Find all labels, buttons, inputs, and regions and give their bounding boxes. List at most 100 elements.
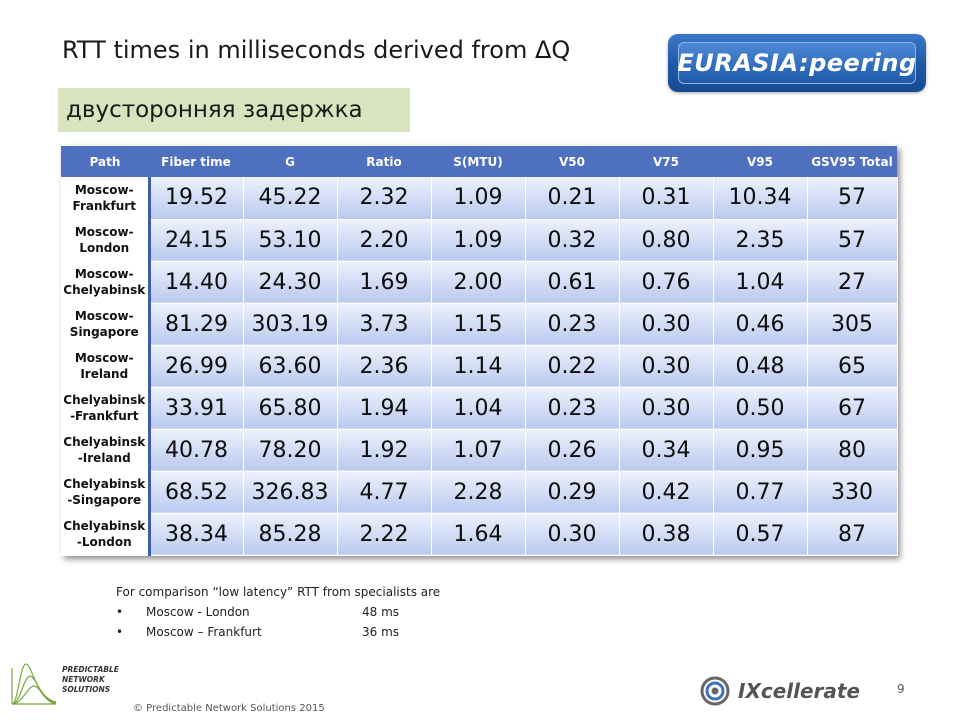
value-cell: 0.21 — [525, 177, 620, 220]
path-cell: Moscow- Ireland — [61, 345, 151, 388]
table-row: Chelyabinsk -Ireland 40.78 78.20 1.92 1.07 0.2… — [61, 429, 898, 472]
path-cell: Chelyabinsk -London — [61, 513, 151, 556]
table-row: Chelyabinsk -London 38.34 85.28 2.22 1.64 0.30… — [61, 513, 898, 556]
value-cell: 2.32 — [337, 177, 432, 220]
path-label: Moscow- — [74, 182, 134, 197]
header-cell: V50 — [525, 146, 619, 177]
ixcellerate-logo-text: IXcellerate — [738, 679, 861, 703]
path-label: London — [79, 241, 130, 255]
path-label: -Frankfurt — [70, 409, 139, 423]
value-cell: 0.34 — [619, 429, 714, 472]
note-rtt: 48 ms — [362, 605, 400, 619]
value-cell: 0.57 — [713, 513, 808, 556]
value-cell: 3.73 — [337, 303, 432, 346]
table-row: Chelyabinsk -Singapore 68.52 326.83 4.77 2.28… — [61, 471, 898, 514]
value-cell: 4.77 — [337, 471, 432, 514]
value-cell: 0.29 — [525, 471, 620, 514]
value-cell: 26.99 — [149, 345, 244, 388]
value-cell: 1.04 — [713, 261, 808, 304]
table-body: Moscow- Frankfurt 19.52 45.22 2.32 1.09 0.21 0.… — [61, 177, 898, 556]
value-cell: 1.09 — [431, 177, 526, 220]
value-cell: 0.77 — [713, 471, 808, 514]
value-cell: 0.30 — [619, 345, 714, 388]
path-cell: Moscow- Frankfurt — [61, 177, 151, 220]
value-cell: 0.22 — [525, 345, 620, 388]
table-row: Moscow- London 24.15 53.10 2.20 1.09 0.32 0.80 2… — [61, 219, 898, 262]
comparison-note: For comparison “low latency” RTT from sp… — [116, 582, 440, 642]
value-cell: 10.34 — [713, 177, 808, 220]
path-cell: Chelyabinsk -Frankfurt — [61, 387, 151, 430]
value-cell: 0.26 — [525, 429, 620, 472]
value-cell: 0.38 — [619, 513, 714, 556]
path-label: Chelyabinsk — [63, 477, 146, 491]
header-cell: V75 — [619, 146, 713, 177]
header-cell: V95 — [713, 146, 807, 177]
pns-logo-line: NETWORK — [62, 675, 106, 684]
value-cell: 0.42 — [619, 471, 714, 514]
bullet-icon: • — [116, 625, 124, 639]
value-cell: 0.48 — [713, 345, 808, 388]
path-label: Moscow- — [74, 225, 134, 239]
path-label: Moscow- — [74, 309, 134, 323]
pns-logo-line: SOLUTIONS — [62, 685, 110, 694]
value-cell: 53.10 — [243, 219, 338, 262]
value-cell: 0.95 — [713, 429, 808, 472]
value-cell: 24.30 — [243, 261, 338, 304]
note-route: Moscow – Frankfurt — [146, 625, 262, 639]
rtt-table: Path Fiber time G Ratio S(MTU) V50 V75 V… — [61, 146, 898, 556]
eurasia-peering-logo: EURASIA:peering — [668, 34, 926, 92]
table-row: Chelyabinsk -Frankfurt 33.91 65.80 1.94 1.04 0… — [61, 387, 898, 430]
page-number: 9 — [897, 682, 905, 696]
ixcellerate-logo: IXcellerate — [700, 676, 860, 706]
value-cell: 1.92 — [337, 429, 432, 472]
slide-title: RTT times in milliseconds derived from Δ… — [62, 36, 571, 64]
value-cell: 38.34 — [149, 513, 244, 556]
value-cell: 303.19 — [243, 303, 338, 346]
value-cell: 68.52 — [149, 471, 244, 514]
value-cell: 81.29 — [149, 303, 244, 346]
note-intro: For comparison “low latency” RTT from sp… — [116, 585, 441, 599]
pns-logo-line: PREDICTABLE — [62, 665, 120, 674]
path-label: Frankfurt — [72, 198, 136, 213]
path-label: Moscow- — [74, 351, 134, 365]
header-cell: Ratio — [337, 146, 431, 177]
path-label: Singapore — [69, 325, 139, 339]
note-bullet: • Moscow - London 48 ms — [116, 602, 440, 622]
value-cell: 0.76 — [619, 261, 714, 304]
path-label: Chelyabinsk — [63, 393, 146, 407]
value-cell: 33.91 — [149, 387, 244, 430]
note-rtt: 36 ms — [362, 625, 400, 639]
copyright-text: © Predictable Network Solutions 2015 — [133, 703, 325, 714]
value-cell: 63.60 — [243, 345, 338, 388]
path-cell: Moscow- Singapore — [61, 303, 151, 346]
value-cell: 0.30 — [525, 513, 620, 556]
value-cell: 0.31 — [619, 177, 714, 220]
value-cell: 326.83 — [243, 471, 338, 514]
value-cell: 2.22 — [337, 513, 432, 556]
value-cell: 0.23 — [525, 303, 620, 346]
value-cell: 19.52 — [149, 177, 244, 220]
header-cell: Fiber time — [149, 146, 243, 177]
value-cell: 67 — [807, 387, 898, 430]
path-cell: Chelyabinsk -Singapore — [61, 471, 151, 514]
path-cell: Moscow- Chelyabinsk — [61, 261, 151, 304]
path-label: Ireland — [80, 367, 129, 381]
value-cell: 1.94 — [337, 387, 432, 430]
path-label: Chelyabinsk — [63, 435, 146, 449]
path-label: -London — [76, 535, 132, 549]
value-cell: 40.78 — [149, 429, 244, 472]
path-label: -Ireland — [77, 451, 131, 465]
value-cell: 0.23 — [525, 387, 620, 430]
bullet-icon: • — [116, 605, 124, 619]
value-cell: 0.32 — [525, 219, 620, 262]
value-cell: 85.28 — [243, 513, 338, 556]
path-cell: Chelyabinsk -Ireland — [61, 429, 151, 472]
path-label: Moscow- — [74, 267, 134, 281]
value-cell: 0.80 — [619, 219, 714, 262]
header-cell: GSV95 Total — [807, 146, 897, 177]
value-cell: 78.20 — [243, 429, 338, 472]
value-cell: 57 — [807, 219, 898, 262]
value-cell: 65 — [807, 345, 898, 388]
eurasia-logo-text: EURASIA:peering — [677, 42, 916, 84]
path-label: Chelyabinsk — [63, 283, 146, 297]
